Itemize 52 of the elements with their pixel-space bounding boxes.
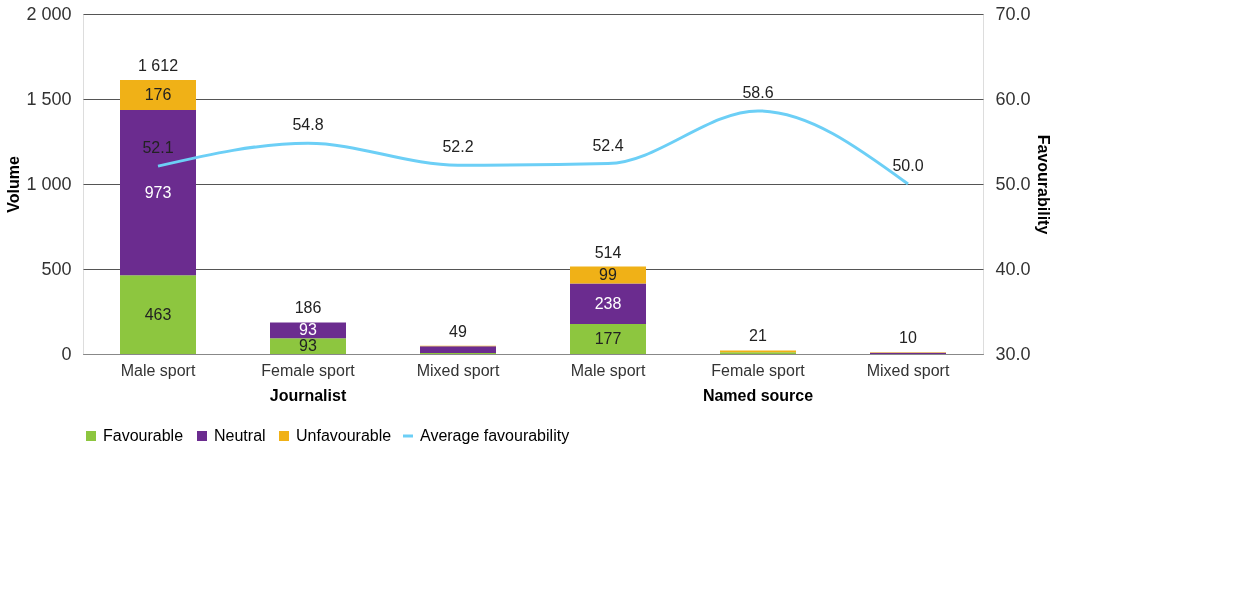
data-label: 93	[299, 321, 317, 339]
x-tick-label: Male sport	[120, 361, 196, 379]
bar	[120, 79, 196, 110]
data-label: 99	[599, 266, 617, 284]
bar	[420, 346, 496, 353]
data-label: 52.2	[442, 138, 474, 156]
data-label: 58.6	[742, 83, 774, 101]
bar	[270, 322, 346, 339]
y-tick-label: 0	[61, 343, 72, 364]
text: Named source	[702, 387, 814, 404]
x-tick-label: Male sport	[570, 361, 646, 379]
y-tick-label: 500	[41, 258, 72, 279]
y2-tick-label: 60.0	[995, 88, 1031, 109]
text: Journalist	[269, 387, 347, 404]
y2-tick-label: 70.0	[995, 3, 1031, 24]
y-tick-label: 2 000	[26, 3, 72, 24]
data-label: 176	[144, 85, 172, 103]
bar	[570, 323, 646, 354]
data-label: 52.4	[592, 136, 624, 154]
legend-label: Favourable	[103, 427, 184, 444]
legend-label: Average favourability	[420, 427, 570, 444]
total-label: 21	[749, 327, 767, 345]
x-tick-label: Mixed sport	[866, 361, 950, 379]
total-label: 49	[449, 322, 467, 340]
data-label: 93	[299, 337, 317, 355]
total-label: 10	[899, 329, 917, 347]
total-label: 514	[594, 243, 622, 261]
y2-axis-title: Favourability	[1034, 134, 1052, 235]
data-label: 52.1	[142, 139, 174, 157]
x-tick-label: Mixed sport	[416, 361, 500, 379]
data-label: 463	[144, 305, 172, 323]
data-label: 177	[594, 329, 622, 347]
y-axis-title: Volume	[5, 156, 23, 213]
y-tick-label: 1 500	[26, 88, 72, 109]
legend-label: Neutral	[214, 427, 266, 444]
total-label: 186	[294, 299, 322, 317]
bar	[120, 275, 196, 354]
bar	[570, 283, 646, 324]
x-tick-label: Female sport	[711, 361, 806, 379]
legend-label: Unfavourable	[296, 427, 392, 444]
y2-tick-label: 50.0	[995, 173, 1031, 194]
bar	[270, 338, 346, 354]
y2-tick-label: 30.0	[995, 343, 1031, 364]
data-label: 54.8	[292, 116, 324, 134]
data-label: 50.0	[892, 157, 924, 174]
x-tick-label: Female sport	[261, 361, 356, 379]
bar	[120, 109, 196, 276]
y2-tick-label: 40.0	[995, 258, 1031, 279]
y-tick-label: 1 000	[26, 173, 72, 194]
data-label: 238	[594, 294, 622, 312]
total-label: 1 612	[137, 56, 179, 74]
data-label: 973	[144, 183, 172, 201]
